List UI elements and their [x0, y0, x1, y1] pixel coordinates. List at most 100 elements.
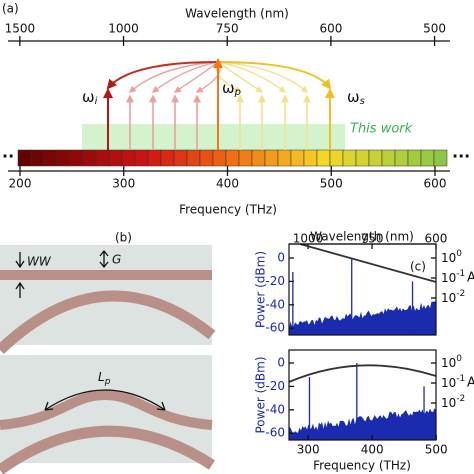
tick-label: 500 [423, 22, 446, 36]
tick-label: -40 [265, 402, 285, 416]
axis-title: Wavelength (nm) [310, 230, 414, 244]
bus-waveguide [0, 389, 213, 430]
color-segment [212, 149, 227, 167]
symbol: ω [347, 88, 360, 106]
color-segment [264, 149, 279, 167]
this-work-label: This work [350, 122, 413, 137]
tick-label: 500 [425, 443, 448, 457]
color-segment [95, 149, 110, 167]
tick-label: 1000 [108, 22, 139, 36]
subscript: i [95, 96, 98, 107]
color-segment [82, 149, 97, 167]
symbol: ω [222, 79, 235, 97]
tick-label: 1000 [293, 232, 324, 246]
tick-label: -60 [265, 426, 285, 440]
exponent: -2 [456, 289, 465, 299]
tick-label: 300 [297, 443, 320, 457]
color-segment [69, 149, 84, 167]
color-segment [277, 149, 292, 167]
symbol: L [98, 370, 105, 384]
tick-label: 500 [320, 177, 343, 191]
width-arrows [15, 252, 25, 298]
base: 10 [441, 376, 456, 390]
arrow [217, 61, 287, 93]
exponent: -2 [456, 394, 465, 404]
axis-title: A [467, 271, 474, 286]
subscript: s [360, 96, 365, 107]
base: 10 [441, 251, 456, 265]
plot-frame [288, 243, 437, 336]
subscript: p [234, 87, 241, 98]
axis-title: Wavelength (nm) [185, 7, 289, 21]
ellipsis: ··· [452, 147, 470, 166]
tick-label: -60 [265, 321, 285, 335]
ellipsis: ·· [2, 147, 14, 166]
color-segment [17, 149, 32, 167]
color-segment [30, 149, 45, 167]
color-segment [251, 149, 266, 167]
exponent: 0 [456, 354, 462, 364]
axis-title: A [467, 376, 474, 391]
arrow [151, 61, 219, 93]
color-segment [303, 149, 318, 167]
transmission-curve [288, 364, 437, 383]
axis-title: Power (dBm) [254, 251, 268, 328]
color-segment [407, 149, 422, 167]
color-segment [433, 149, 448, 167]
panel-label: (b) [115, 231, 132, 245]
color-segment [394, 149, 409, 167]
noise-floor [289, 301, 436, 335]
base: 10 [441, 356, 456, 370]
exponent: -1 [456, 374, 465, 384]
color-segment [147, 149, 162, 167]
panel-label: (c) [410, 260, 426, 274]
tick-label: 100 [441, 249, 462, 265]
tick-label: 0 [277, 356, 285, 370]
transmission-curve [299, 243, 437, 283]
ring-waveguide [0, 290, 216, 354]
bus-waveguide [0, 270, 212, 280]
tick-label: 400 [361, 443, 384, 457]
color-segment [290, 149, 305, 167]
color-segment [225, 149, 240, 167]
base: 10 [441, 396, 456, 410]
width-label: WW [27, 255, 52, 269]
color-segment [186, 149, 201, 167]
color-segment [43, 149, 58, 167]
tick-label: 300 [112, 177, 135, 191]
axis-title: Power (dBm) [254, 357, 268, 434]
tick-label: 10-2 [441, 289, 465, 305]
tick-label: 600 [425, 232, 448, 246]
tick-label: 10-1 [441, 374, 465, 390]
color-segment [56, 149, 71, 167]
gap-arrow [99, 249, 109, 269]
signal-label: ωs [347, 88, 365, 108]
idler-label: ωi [82, 88, 98, 108]
color-segment [342, 149, 357, 167]
color-segment [160, 149, 175, 167]
color-segment [420, 149, 435, 167]
color-segment [121, 149, 136, 167]
arrow [217, 61, 332, 90]
color-segment [134, 149, 149, 167]
color-segment [329, 149, 344, 167]
pump-label: ωp [222, 79, 241, 99]
ring-waveguide [0, 425, 216, 474]
tick-label: -20 [265, 379, 285, 393]
color-segment [316, 149, 331, 167]
tick-label: 400 [216, 177, 239, 191]
base: 10 [441, 291, 456, 305]
color-segment [238, 149, 253, 167]
arrow [173, 61, 219, 93]
axis-title: Frequency (THz) [313, 459, 411, 473]
color-segment [381, 149, 396, 167]
color-segment [368, 149, 383, 167]
plot-frame [288, 349, 437, 441]
symbol: ω [82, 88, 95, 106]
tick-label: 10-1 [441, 269, 465, 285]
color-segment [108, 149, 123, 167]
arrow [106, 61, 219, 90]
exponent: -1 [456, 269, 465, 279]
length-label: Lp [98, 370, 111, 387]
